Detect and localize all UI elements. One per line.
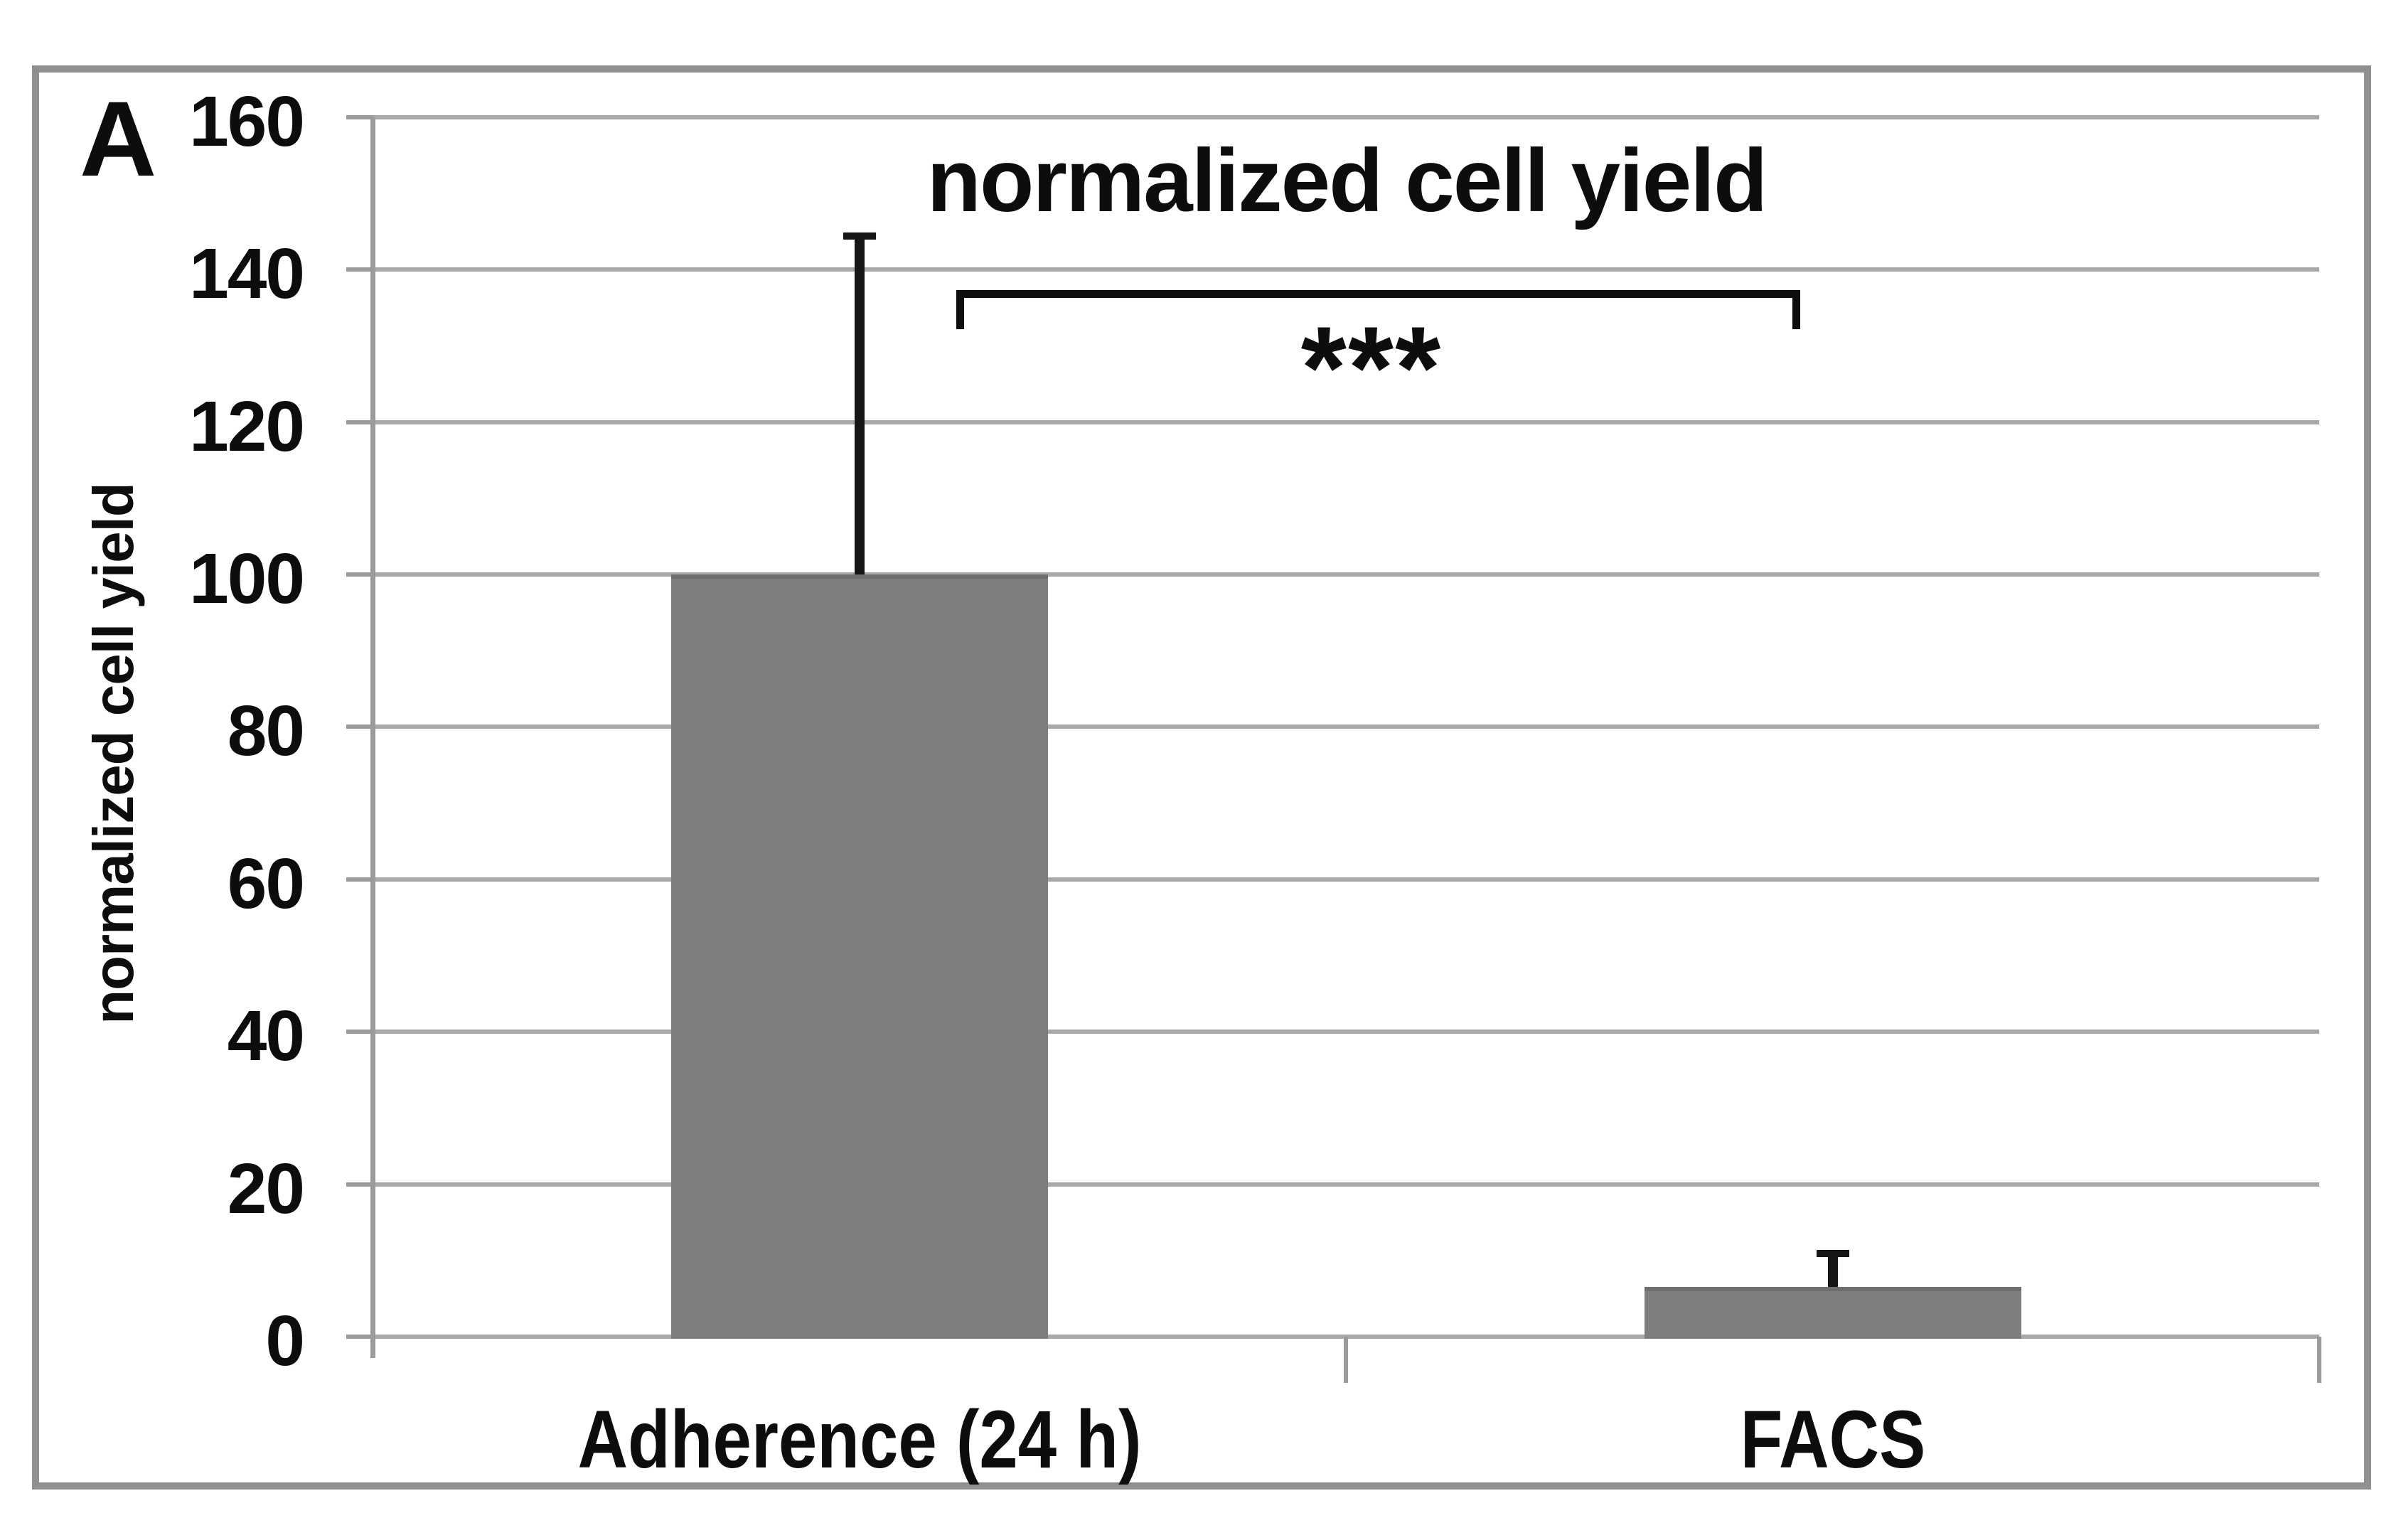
chart-title: normalized cell yield <box>926 132 1768 230</box>
error-cap-adherence <box>843 232 876 240</box>
error-cap-facs <box>1817 1250 1849 1257</box>
y-tick-label-60: 60 <box>227 844 305 924</box>
y-tick-label-100: 100 <box>189 539 305 619</box>
bar-adherence <box>671 574 1048 1339</box>
y-tick-label-80: 80 <box>227 691 305 771</box>
y-axis-line <box>370 117 375 1358</box>
gridline-20 <box>373 1182 2319 1187</box>
x-category-label-adherence: Adherence (24 h) <box>577 1394 1142 1485</box>
y-tick-label-0: 0 <box>265 1301 305 1381</box>
significance-asterisks: *** <box>1300 302 1443 433</box>
gridline-160 <box>373 115 2319 119</box>
error-whisker-adherence <box>855 239 865 574</box>
y-tick-mark-80 <box>346 724 373 729</box>
panel-letter-label: A <box>80 79 157 198</box>
y-tick-mark-60 <box>346 877 373 882</box>
y-tick-mark-0 <box>346 1335 373 1339</box>
y-tick-mark-40 <box>346 1030 373 1034</box>
gridline-100 <box>373 572 2319 577</box>
y-tick-label-140: 140 <box>189 234 305 314</box>
error-whisker-facs <box>1828 1256 1838 1287</box>
significance-bracket-line <box>956 290 1800 298</box>
significance-bracket-left-tick <box>956 290 964 329</box>
gridline-60 <box>373 877 2319 882</box>
significance-bracket-right-tick <box>1792 290 1800 329</box>
y-tick-label-40: 40 <box>227 996 305 1076</box>
y-tick-label-20: 20 <box>227 1149 305 1229</box>
y-tick-mark-100 <box>346 572 373 577</box>
x-axis-left-extension <box>370 1337 375 1358</box>
gridline-120 <box>373 420 2319 424</box>
x-axis-right-tick <box>2317 1337 2321 1383</box>
y-tick-mark-160 <box>346 115 373 119</box>
y-tick-mark-20 <box>346 1182 373 1187</box>
y-tick-label-160: 160 <box>189 82 305 161</box>
bar-facs <box>1645 1287 2021 1339</box>
gridline-140 <box>373 267 2319 272</box>
gridline-40 <box>373 1030 2319 1034</box>
x-axis-middle-tick <box>1344 1337 1348 1383</box>
gridline-80 <box>373 724 2319 729</box>
y-tick-mark-120 <box>346 420 373 424</box>
figure-border-frame <box>32 65 2371 1490</box>
y-tick-mark-140 <box>346 267 373 272</box>
x-category-label-facs: FACS <box>1740 1394 1926 1485</box>
y-tick-label-120: 120 <box>189 387 305 466</box>
